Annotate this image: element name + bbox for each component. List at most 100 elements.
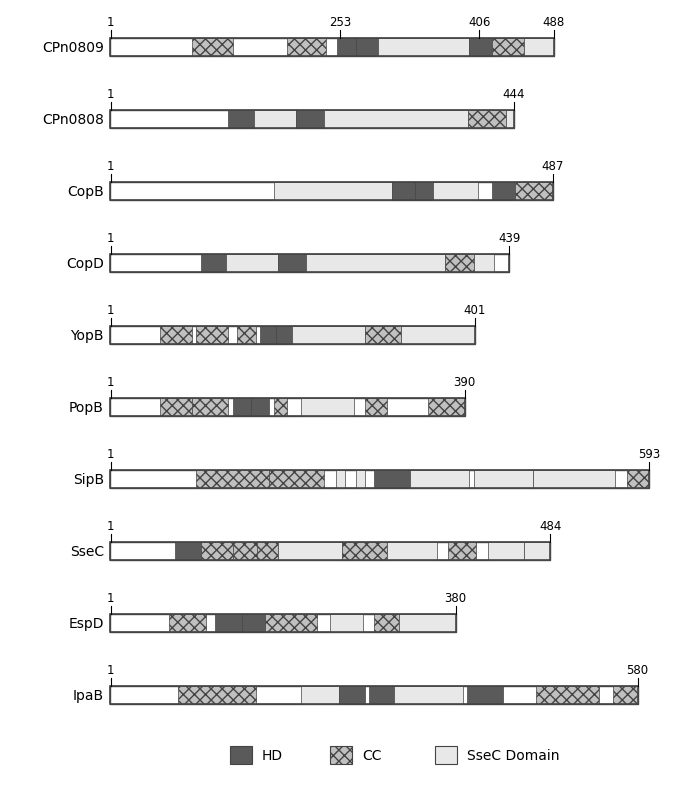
Bar — [374, 614, 399, 632]
Bar — [339, 687, 365, 704]
Bar — [356, 39, 378, 57]
Text: 390: 390 — [454, 375, 476, 388]
Bar — [178, 687, 256, 704]
Bar — [110, 326, 475, 345]
Text: 580: 580 — [626, 663, 649, 676]
Bar — [365, 399, 387, 416]
Bar — [492, 39, 524, 57]
Bar — [110, 687, 637, 704]
Bar — [229, 111, 254, 129]
Bar — [169, 614, 206, 632]
Bar — [254, 111, 296, 129]
Bar — [233, 399, 251, 416]
Bar — [433, 183, 478, 200]
Text: 1: 1 — [107, 663, 115, 676]
Bar — [110, 326, 475, 345]
Bar — [469, 39, 492, 57]
Text: 593: 593 — [638, 448, 661, 460]
Bar — [287, 39, 326, 57]
Bar — [627, 471, 649, 488]
Bar — [487, 542, 524, 561]
Text: 439: 439 — [498, 232, 521, 245]
Bar — [265, 614, 317, 632]
Bar — [448, 542, 476, 561]
Bar — [336, 471, 345, 488]
Bar — [196, 471, 269, 488]
Bar — [278, 255, 305, 273]
Bar — [474, 255, 494, 273]
Bar — [305, 255, 445, 273]
Text: 444: 444 — [503, 88, 525, 101]
Bar — [369, 687, 394, 704]
Text: CopD: CopD — [66, 257, 104, 270]
Text: 1: 1 — [107, 16, 115, 29]
Text: 1: 1 — [107, 448, 115, 460]
Bar — [338, 39, 356, 57]
Bar — [356, 471, 365, 488]
Bar — [160, 326, 192, 345]
Bar — [301, 687, 339, 704]
Text: 1: 1 — [107, 520, 115, 533]
Bar — [324, 111, 468, 129]
Bar — [201, 255, 226, 273]
Text: SseC: SseC — [70, 545, 104, 558]
Bar — [401, 326, 475, 345]
Text: 1: 1 — [107, 591, 115, 604]
Bar — [514, 183, 553, 200]
Bar — [110, 111, 514, 129]
Bar — [260, 326, 277, 345]
Text: CopB: CopB — [67, 184, 104, 199]
Bar — [226, 255, 278, 273]
Text: IpaB: IpaB — [73, 688, 104, 702]
Text: 406: 406 — [468, 16, 491, 29]
Text: CC: CC — [362, 748, 382, 762]
Bar — [269, 471, 324, 488]
Bar — [435, 746, 457, 764]
Bar — [301, 399, 354, 416]
Bar — [535, 687, 600, 704]
Bar — [201, 542, 233, 561]
Bar — [110, 542, 550, 561]
Bar — [110, 614, 456, 632]
Bar — [374, 471, 410, 488]
Bar — [274, 399, 287, 416]
Bar — [110, 39, 554, 57]
Bar — [251, 399, 269, 416]
Bar — [277, 326, 292, 345]
Text: SipB: SipB — [73, 472, 104, 486]
Bar — [215, 614, 242, 632]
Text: 1: 1 — [107, 375, 115, 388]
Bar — [110, 399, 465, 416]
Text: PopB: PopB — [69, 400, 104, 415]
Text: 380: 380 — [445, 591, 467, 604]
Bar — [613, 687, 637, 704]
Bar — [110, 255, 510, 273]
Bar — [110, 39, 554, 57]
Bar — [196, 326, 229, 345]
Bar — [278, 542, 342, 561]
Bar — [292, 326, 365, 345]
Bar — [505, 111, 514, 129]
Bar — [110, 111, 514, 129]
Bar — [238, 326, 256, 345]
Bar — [192, 39, 233, 57]
Bar — [110, 687, 637, 704]
Text: EspD: EspD — [69, 616, 104, 630]
Bar — [233, 542, 257, 561]
Text: CPn0808: CPn0808 — [42, 113, 104, 127]
Text: 1: 1 — [107, 232, 115, 245]
Bar — [110, 183, 553, 200]
Bar — [160, 399, 192, 416]
Bar — [533, 471, 615, 488]
Bar — [492, 183, 514, 200]
Bar — [378, 39, 469, 57]
Bar — [110, 255, 510, 273]
Text: YopB: YopB — [71, 329, 104, 342]
Bar — [330, 614, 363, 632]
Bar — [110, 471, 649, 488]
Bar — [274, 183, 392, 200]
Bar — [524, 542, 550, 561]
Bar — [330, 746, 352, 764]
Bar — [415, 183, 433, 200]
Text: SseC Domain: SseC Domain — [467, 748, 559, 762]
